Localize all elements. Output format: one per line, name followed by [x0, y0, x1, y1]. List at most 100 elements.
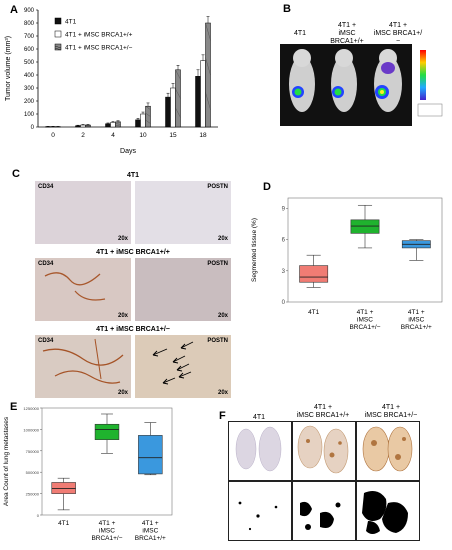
legend-label: 4T1 + iMSC BRCA1+/+ — [65, 32, 133, 39]
y-tick-label: 200 — [24, 99, 35, 105]
panel-f-label-brca-pm: 4T1 + iMSC BRCA1+/− — [364, 404, 418, 419]
x-tick-label: 4T1 + — [408, 309, 425, 316]
bar — [105, 123, 111, 128]
histology-4t1-postn: POSTN 20x — [135, 181, 231, 244]
panel-c-group-brca-pm: 4T1 + iMSC BRCA1+/− — [96, 326, 170, 333]
bar — [135, 119, 141, 128]
color-scale-bar — [420, 50, 426, 100]
x-tick-label: 15 — [169, 132, 177, 139]
y-tick-label: 1000000 — [23, 427, 39, 432]
panel-f-label-brca-pp: 4T1 + iMSC BRCA1+/+ — [296, 404, 350, 419]
x-tick-label: 4T1 + — [357, 309, 374, 316]
panel-b-label-4t1: 4T1 — [293, 30, 307, 37]
y-tick-label: 100 — [24, 112, 35, 118]
y-axis-label: Tumor volume (mm³) — [5, 36, 12, 101]
bar-hatch — [115, 121, 121, 123]
panel-label-b: B — [283, 3, 291, 15]
y-tick-label: 400 — [24, 73, 35, 79]
box — [299, 265, 329, 283]
bar — [50, 126, 56, 128]
x-axis-label: Days — [120, 148, 136, 155]
histology-4t1-cd34: CD34 20x — [35, 181, 131, 244]
y-tick-label: 0 — [31, 125, 35, 131]
legend-swatch — [54, 17, 62, 25]
mouse-1 — [289, 49, 315, 112]
x-tick-label: 4T1 + — [99, 520, 116, 527]
x-tick-label: iMSC — [142, 528, 158, 535]
y-axis-label: Segmented tissue (%) — [251, 218, 258, 282]
bar — [195, 76, 201, 128]
histology-brca-pp-postn: POSTN 20x — [135, 258, 231, 321]
bar-hatch — [145, 113, 151, 117]
x-tick-label: BRCA1+/− — [91, 535, 122, 542]
panel-c-group-brca-pp: 4T1 + iMSC BRCA1+/+ — [96, 249, 170, 256]
bar-hatch — [175, 69, 181, 80]
y-tick-label: 1250000 — [23, 406, 39, 411]
legend-hatch — [54, 45, 62, 49]
panel-b-label-brca-pm: 4T1 + iMSC BRCA1+/− — [373, 22, 423, 45]
bar — [75, 125, 81, 128]
panel-f-label-4t1: 4T1 — [252, 414, 266, 421]
panel-label-f: F — [219, 410, 226, 422]
y-tick-label: 750000 — [26, 449, 40, 454]
y-tick-label: 3 — [282, 269, 286, 275]
lung-section-overlay — [235, 425, 413, 534]
histology-brca-pp-cd34: CD34 20x — [35, 258, 131, 321]
bar — [200, 60, 206, 128]
histology-brca-pm-cd34: CD34 20x — [35, 335, 131, 398]
x-tick-label: BRCA1+/+ — [135, 535, 166, 542]
x-tick-label: BRCA1+/+ — [401, 324, 432, 331]
x-tick-label: iMSC — [357, 317, 373, 324]
bar-hatch — [145, 119, 151, 124]
panel-c-group-4t1: 4T1 — [126, 172, 140, 179]
bar-hatch — [175, 88, 181, 99]
x-tick-label: 0 — [51, 132, 55, 139]
y-tick-label: 700 — [24, 34, 35, 40]
histology-vessel-overlay — [42, 272, 194, 385]
x-tick-label: 4T1 — [308, 309, 320, 316]
lung-section-4t1-segmented — [228, 481, 292, 541]
y-tick-label: 900 — [24, 8, 35, 14]
y-tick-label: 9 — [282, 206, 286, 212]
y-tick-label: 800 — [24, 21, 35, 27]
y-axis-label: Area Count of lung metastases — [3, 416, 10, 506]
y-tick-label: 0 — [37, 513, 40, 518]
x-tick-label: iMSC — [99, 528, 115, 535]
arrow-icon — [152, 341, 194, 385]
legend-label: 4T1 + iMSC BRCA1+/− — [65, 45, 133, 52]
box — [94, 423, 120, 440]
y-tick-label: 250000 — [26, 492, 40, 497]
legend-label: 4T1 — [65, 19, 77, 26]
bar-hatch — [115, 123, 121, 125]
bar-hatch — [205, 92, 211, 110]
x-tick-label: 18 — [199, 132, 207, 139]
bar — [175, 69, 181, 128]
bar — [140, 113, 146, 128]
legend-hatch — [54, 47, 62, 51]
y-tick-label: 300 — [24, 86, 35, 92]
panel-label-e: E — [10, 401, 18, 413]
y-tick-label: 6 — [282, 238, 286, 244]
y-tick-label: 500 — [24, 60, 35, 66]
x-tick-label: 10 — [139, 132, 147, 139]
bar — [45, 126, 51, 128]
panel-label-d: D — [263, 181, 271, 193]
bar-hatch — [145, 106, 151, 110]
box — [350, 219, 380, 234]
panel-b-label-brca-pp: 4T1 + iMSC BRCA1+/+ — [330, 22, 364, 45]
x-tick-label: iMSC — [408, 317, 424, 324]
panel-label-a: A — [10, 4, 18, 16]
box — [138, 435, 163, 475]
x-tick-label: BRCA1+/− — [349, 324, 380, 331]
mouse-3 — [374, 49, 402, 112]
x-tick-label: 4T1 + — [142, 520, 159, 527]
y-tick-label: 600 — [24, 47, 35, 53]
bar — [205, 22, 211, 128]
x-tick-label: 4 — [111, 132, 115, 139]
bar — [80, 124, 86, 128]
panel-label-c: C — [12, 168, 20, 180]
bioluminescence-image — [280, 44, 443, 126]
y-tick-label: 0 — [282, 300, 286, 306]
